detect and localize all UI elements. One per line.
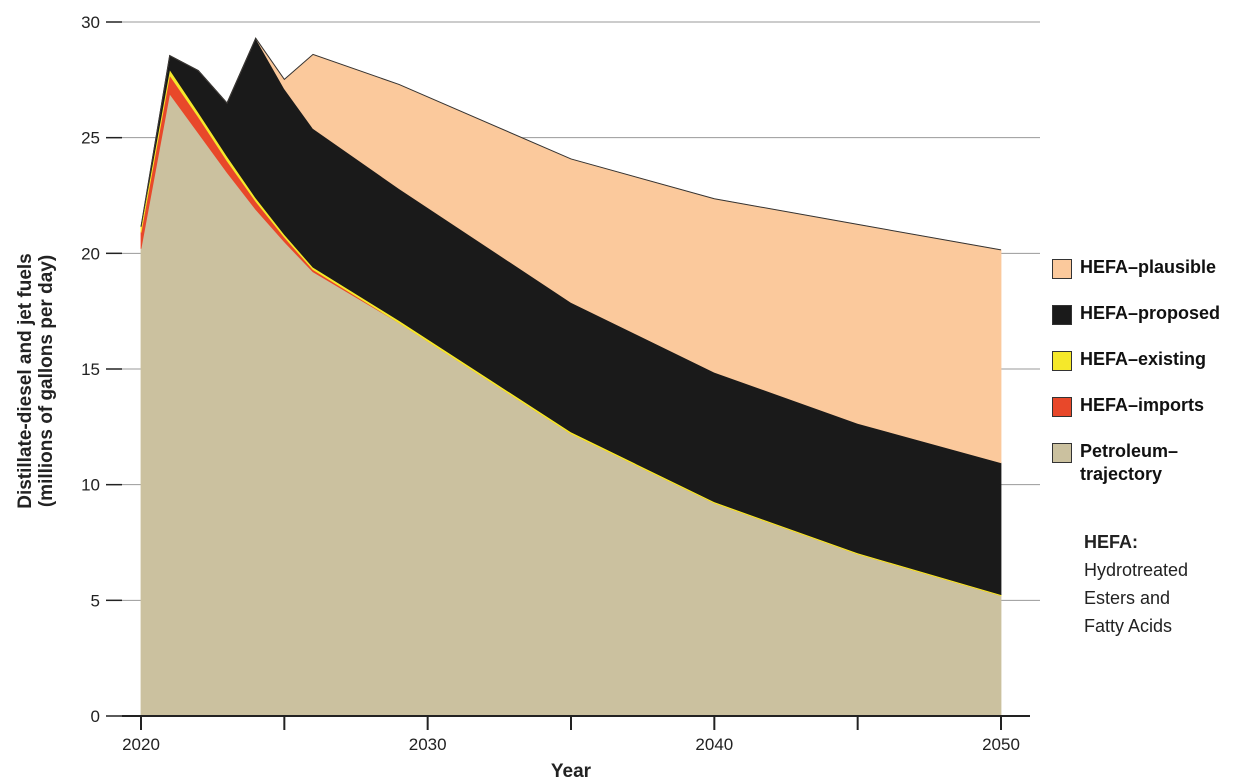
y-tick-label: 30 [81, 13, 100, 32]
x-tick-label: 2020 [122, 735, 160, 754]
legend-item-petroleum-trajectory: Petroleum– trajectory [1052, 440, 1252, 488]
legend-label-petroleum-trajectory: Petroleum– trajectory [1080, 440, 1178, 486]
y-axis-title: (millions of gallons per day) [36, 255, 57, 507]
legend-item-hefa-proposed: HEFA–proposed [1052, 302, 1252, 332]
y-tick-label: 25 [81, 129, 100, 148]
legend-label-hefa-plausible: HEFA–plausible [1080, 257, 1217, 277]
legend-swatch-petroleum-trajectory [1052, 443, 1072, 463]
legend-item-hefa-plausible: HEFA–plausible [1052, 256, 1252, 286]
hefa-note-line: Fatty Acids [1084, 616, 1173, 636]
legend-label-hefa-proposed: HEFA–proposed [1080, 303, 1221, 323]
y-tick-label: 20 [81, 244, 100, 263]
x-axis-title: Year [551, 761, 592, 782]
hefa-note-line: Hydrotreated [1084, 560, 1189, 580]
legend-label-hefa-existing: HEFA–existing [1080, 349, 1207, 369]
legend-label-hefa-imports: HEFA–imports [1080, 395, 1205, 415]
y-tick-label: 10 [81, 476, 100, 495]
legend-item-hefa-imports: HEFA–imports [1052, 394, 1252, 424]
legend-swatch-hefa-existing [1052, 351, 1072, 371]
legend-swatch-hefa-imports [1052, 397, 1072, 417]
stack-outline [140, 37, 1002, 251]
y-tick-label: 0 [91, 707, 100, 726]
legend-label-line: trajectory [1080, 464, 1163, 484]
legend-swatch-hefa-plausible [1052, 259, 1072, 279]
x-tick-label: 2040 [695, 735, 733, 754]
y-axis-title: Distillate-diesel and jet fuels [15, 253, 36, 509]
legend-label-line: Petroleum– [1080, 441, 1179, 461]
legend: HEFA–plausible HEFA–proposed HEFA–existi… [1052, 256, 1252, 504]
hefa-note: HEFA: Hydrotreated Esters and Fatty Acid… [1084, 528, 1244, 640]
legend-swatch-hefa-proposed [1052, 305, 1072, 325]
x-tick-label: 2030 [409, 735, 447, 754]
x-tick-label: 2050 [982, 735, 1020, 754]
y-tick-label: 15 [81, 360, 100, 379]
legend-item-hefa-existing: HEFA–existing [1052, 348, 1252, 378]
y-tick-label: 5 [91, 591, 100, 610]
hefa-note-line: Esters and [1084, 588, 1171, 608]
hefa-note-title: HEFA: [1084, 532, 1138, 552]
